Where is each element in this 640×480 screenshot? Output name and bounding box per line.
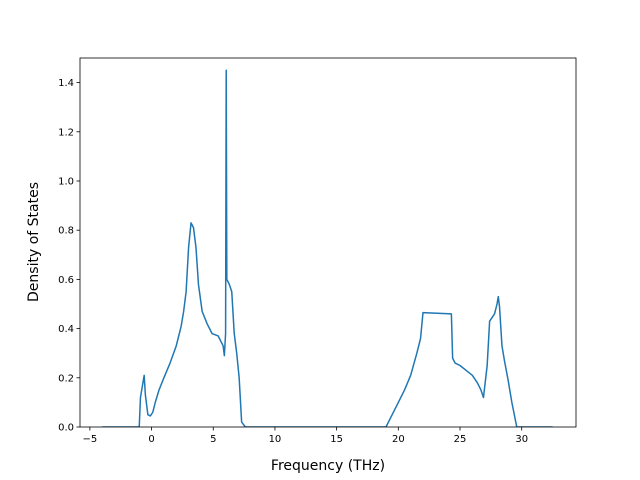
x-axis-label: Frequency (THz) <box>271 458 385 474</box>
x-tick-label: 25 <box>454 434 467 445</box>
y-tick-label: 0.8 <box>58 226 74 237</box>
x-tick-label: 15 <box>330 434 343 445</box>
x-tick-label: 20 <box>392 434 405 445</box>
plot-area <box>102 69 553 427</box>
y-axis-label: Density of States <box>26 182 42 302</box>
y-tick-label: 1.4 <box>58 78 74 89</box>
x-tick-label: 10 <box>269 434 282 445</box>
y-tick-label: 0.6 <box>58 275 74 286</box>
x-tick-label: −5 <box>82 434 97 445</box>
plot-frame <box>79 57 577 428</box>
y-tick-label: 0.2 <box>58 373 74 384</box>
y-tick-label: 0.0 <box>58 423 74 434</box>
x-tick-label: 5 <box>210 434 216 445</box>
x-tick-label: 30 <box>515 434 528 445</box>
y-tick-label: 1.2 <box>58 127 74 138</box>
x-tick-label: 0 <box>148 434 154 445</box>
y-tick-label: 0.4 <box>58 324 74 335</box>
series-line-0 <box>102 69 553 427</box>
axes: −5 0 5 10 15 20 25 30 0.0 0.2 0.4 0.6 0.8 1.0 1.2 1.4 <box>58 57 577 445</box>
y-tick-label: 1.0 <box>58 177 74 188</box>
